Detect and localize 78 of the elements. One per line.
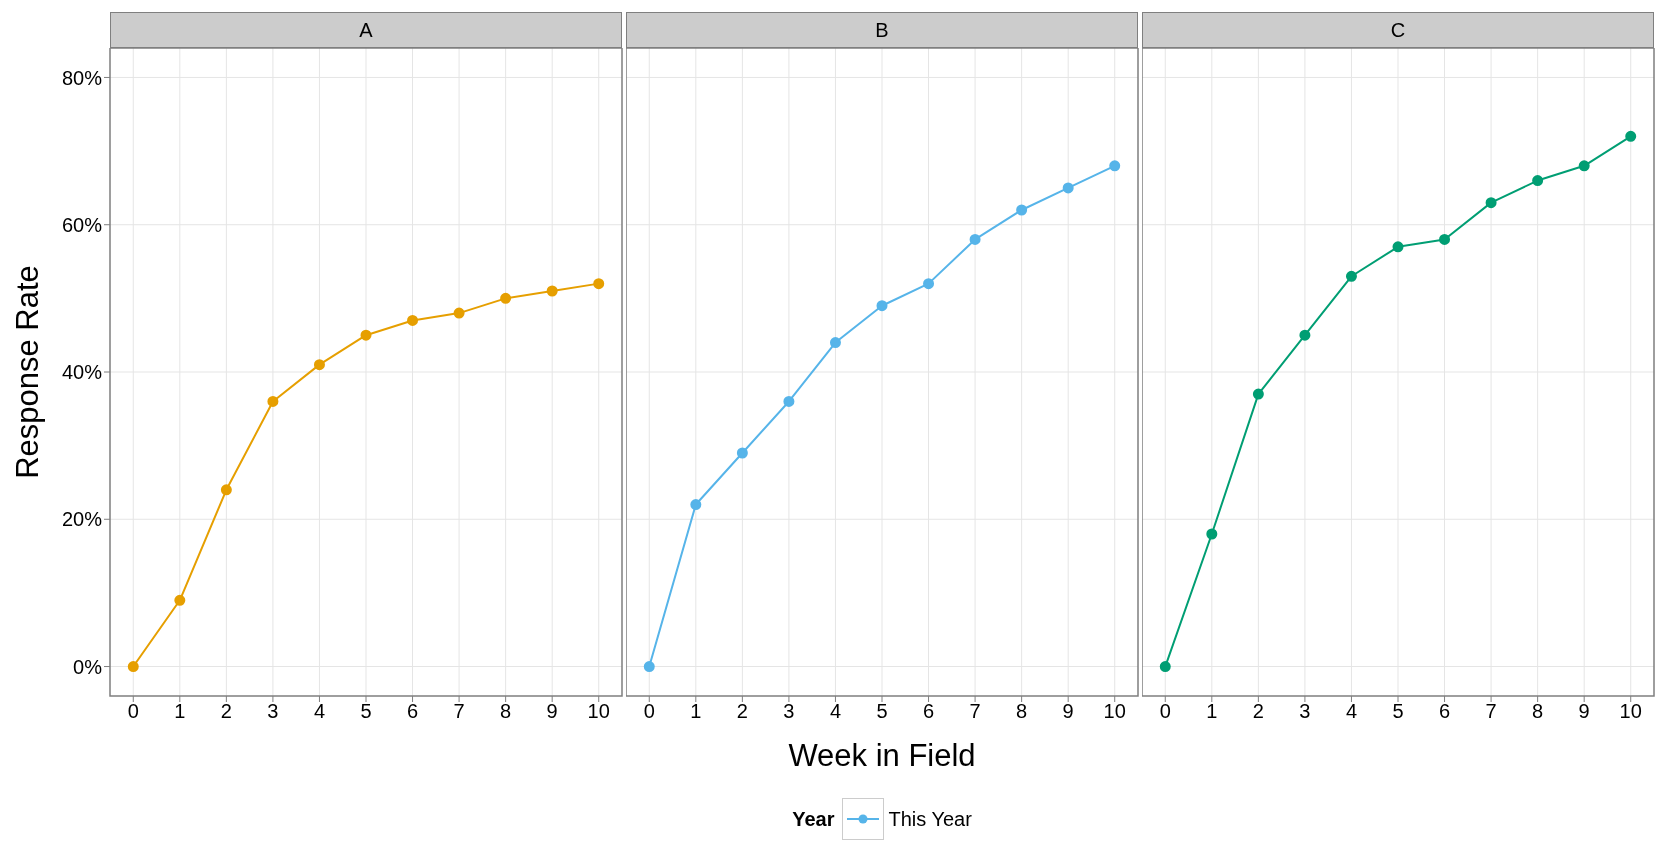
point: [969, 233, 981, 245]
x-tick-label: 1: [1206, 700, 1218, 723]
x-tick-label: 3: [267, 700, 279, 723]
x-tick-label: 1: [690, 700, 702, 723]
x-tick-label: 7: [453, 700, 465, 723]
x-tick-label: 8: [500, 700, 512, 723]
point: [1392, 241, 1404, 253]
point: [267, 395, 279, 407]
y-axis-title: Response Rate: [10, 265, 46, 479]
point: [407, 314, 419, 326]
x-tick-label: 6: [406, 700, 419, 723]
point: [1016, 204, 1028, 216]
point: [829, 337, 841, 349]
chart-title: B: [626, 12, 1138, 48]
x-tick-label: 0: [1159, 700, 1171, 723]
x-tick-label: 5: [360, 700, 372, 723]
point: [1578, 160, 1590, 172]
y-tick-label: 20%: [61, 508, 103, 531]
x-tick-label: 1: [174, 700, 186, 723]
x-tick-label: 8: [1016, 700, 1028, 723]
point: [783, 395, 795, 407]
x-tick-label: 10: [1619, 700, 1642, 723]
point: [127, 661, 139, 673]
x-tick-label: 2: [736, 700, 748, 723]
x-tick-label: 9: [546, 700, 558, 723]
chart-title: A: [110, 12, 622, 48]
point: [360, 329, 372, 341]
point: [1345, 270, 1357, 282]
point: [1625, 130, 1637, 142]
x-axis-title: Week in Field: [787, 738, 977, 775]
point: [1159, 661, 1171, 673]
x-tick-label: 2: [1252, 700, 1264, 723]
x-tick-label: 2: [220, 700, 232, 723]
x-tick-label: 7: [1485, 700, 1497, 723]
point: [174, 594, 186, 606]
y-tick-label: 40%: [61, 361, 103, 384]
point: [220, 484, 232, 496]
legend-title: Year: [792, 807, 835, 831]
x-tick-label: 7: [969, 700, 981, 723]
x-tick-label: 9: [1062, 700, 1074, 723]
point: [1439, 233, 1451, 245]
point: [1109, 160, 1121, 172]
x-tick-label: 6: [1438, 700, 1451, 723]
point: [313, 359, 325, 371]
x-tick-label: 4: [1345, 700, 1358, 723]
point: [1252, 388, 1264, 400]
x-tick-label: 6: [922, 700, 935, 723]
point: [736, 447, 748, 459]
point: [500, 292, 512, 304]
point: [1206, 528, 1218, 540]
point: [643, 661, 655, 673]
x-tick-label: 3: [1299, 700, 1311, 723]
x-tick-label: 5: [876, 700, 888, 723]
point: [593, 278, 605, 290]
x-tick-label: 5: [1392, 700, 1404, 723]
point: [923, 278, 935, 290]
point: [1062, 182, 1074, 194]
x-tick-label: 0: [127, 700, 139, 723]
x-tick-label: 4: [829, 700, 842, 723]
x-tick-label: 10: [587, 700, 610, 723]
y-tick-label: 0%: [73, 655, 103, 678]
y-tick-label: 80%: [61, 66, 103, 89]
x-tick-label: 8: [1532, 700, 1544, 723]
point: [1532, 175, 1544, 187]
chart-title: C: [1142, 12, 1654, 48]
point: [1299, 329, 1311, 341]
x-tick-label: 3: [783, 700, 795, 723]
x-tick-label: 10: [1103, 700, 1126, 723]
point: [546, 285, 558, 297]
y-tick-label: 60%: [61, 213, 103, 236]
x-tick-label: 4: [313, 700, 326, 723]
point: [876, 300, 888, 312]
x-tick-label: 0: [643, 700, 655, 723]
point: [453, 307, 465, 319]
point: [1485, 197, 1497, 209]
legend-label: This Year: [888, 807, 972, 831]
x-tick-label: 9: [1578, 700, 1590, 723]
point: [690, 499, 702, 511]
